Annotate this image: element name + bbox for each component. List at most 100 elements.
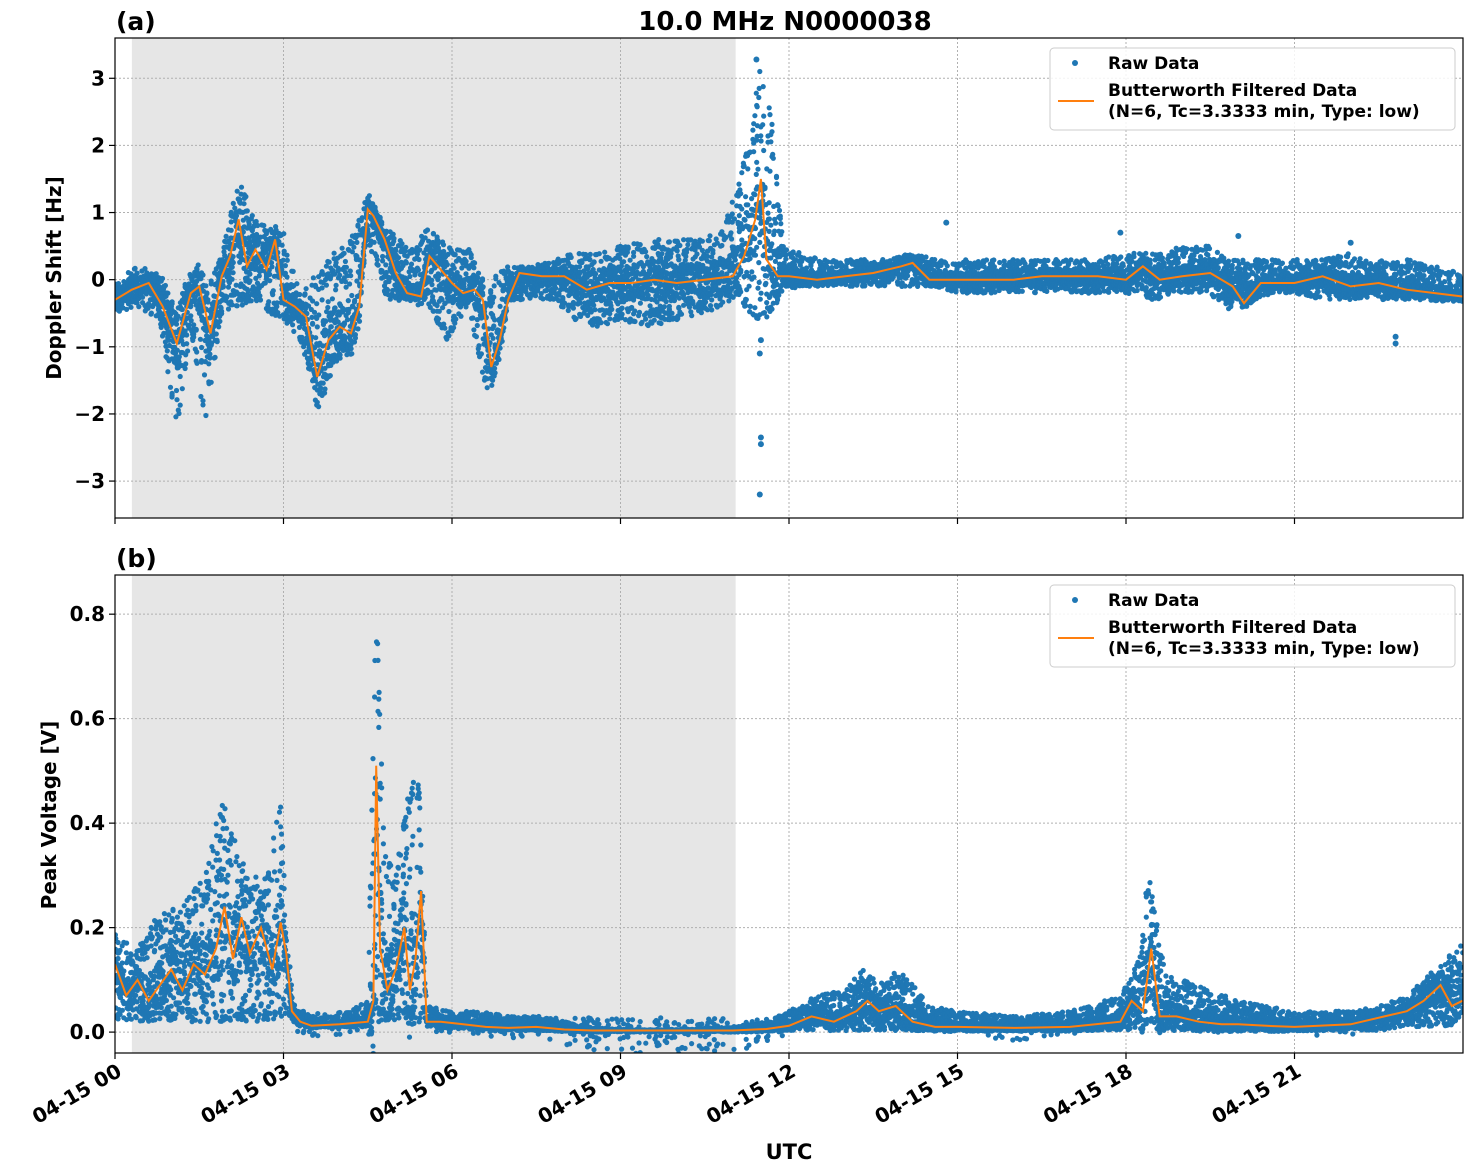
raw-data-point (783, 247, 790, 253)
raw-data-point (553, 285, 559, 291)
raw-data-point (732, 257, 738, 263)
raw-data-point (197, 336, 203, 342)
raw-data-point (408, 261, 415, 267)
raw-data-point (337, 272, 343, 278)
raw-data-point (743, 194, 749, 200)
raw-data-point (203, 412, 209, 419)
raw-data-point (768, 139, 774, 145)
raw-data-point (492, 317, 498, 323)
raw-data-point (491, 294, 497, 300)
raw-data-point (770, 155, 776, 161)
raw-data-point (228, 209, 234, 215)
raw-data-point (777, 215, 783, 222)
raw-data-point (243, 194, 249, 200)
raw-data-point (761, 147, 767, 154)
raw-data-point (301, 321, 307, 327)
raw-data-point (803, 265, 810, 271)
raw-data-point (229, 276, 235, 282)
raw-data-point (473, 334, 479, 340)
raw-data-point (479, 277, 486, 283)
raw-data-point (247, 278, 253, 284)
raw-data-point (435, 316, 442, 322)
raw-data-point (643, 316, 649, 322)
raw-data-point (268, 260, 275, 266)
raw-data-point (366, 193, 372, 199)
raw-data-point (320, 380, 326, 386)
raw-data-point (263, 249, 269, 255)
raw-data-point (356, 318, 363, 324)
raw-data-point (395, 255, 402, 261)
raw-data-point (249, 213, 255, 219)
raw-data-point (743, 297, 749, 303)
raw-data-point (341, 250, 347, 256)
raw-data-point (124, 306, 130, 312)
raw-data-point (446, 333, 452, 339)
raw-data-point (175, 313, 181, 319)
raw-data-point (316, 404, 322, 410)
raw-data-point (758, 133, 764, 139)
raw-data-point (747, 255, 753, 262)
raw-data-point (284, 252, 290, 258)
raw-data-point (242, 235, 248, 241)
raw-data-point (167, 384, 174, 390)
raw-data-point (195, 262, 201, 268)
raw-data-point (132, 265, 138, 271)
raw-data-point (313, 335, 319, 341)
raw-data-point (774, 181, 780, 187)
raw-data-point (492, 370, 498, 376)
raw-data-point (200, 272, 206, 278)
raw-data-point (230, 270, 236, 276)
raw-data-point (738, 191, 744, 197)
raw-data-point (375, 262, 381, 268)
raw-data-point (310, 320, 316, 326)
raw-data-point (766, 228, 772, 234)
raw-data-point (207, 351, 213, 357)
raw-data-point (756, 260, 762, 266)
raw-data-point (666, 239, 673, 245)
raw-data-point (729, 199, 735, 205)
raw-data-point (644, 254, 650, 260)
raw-data-point (592, 307, 598, 313)
raw-data-point (274, 300, 280, 306)
raw-data-point (752, 236, 758, 242)
raw-data-point (755, 285, 761, 291)
raw-data-point (752, 252, 759, 258)
raw-data-point (278, 262, 284, 268)
raw-data-point (342, 258, 348, 265)
raw-data-point (766, 216, 773, 222)
raw-data-point (253, 218, 259, 225)
raw-data-point (540, 296, 546, 302)
raw-data-point (519, 296, 525, 302)
raw-data-point (280, 257, 286, 263)
raw-data-point (276, 239, 282, 245)
raw-data-point (136, 304, 142, 310)
raw-data-point (331, 250, 337, 256)
raw-data-point (328, 324, 334, 330)
raw-data-point (416, 256, 422, 263)
raw-data-point (568, 254, 574, 260)
raw-data-point (220, 284, 226, 290)
raw-data-point (182, 328, 188, 334)
raw-data-point (327, 373, 333, 379)
raw-data-point (290, 322, 296, 328)
raw-data-point (403, 260, 409, 266)
raw-data-point (489, 382, 495, 388)
raw-data-point (296, 324, 303, 330)
raw-data-point (153, 271, 159, 277)
raw-data-point (497, 303, 503, 309)
raw-data-point (173, 414, 179, 420)
raw-data-point (208, 379, 214, 385)
raw-data-point (184, 341, 190, 347)
raw-data-point (312, 345, 318, 351)
raw-data-point (769, 129, 775, 135)
raw-data-point (169, 390, 175, 396)
raw-data-point (745, 166, 751, 172)
raw-data-point (573, 316, 579, 322)
raw-data-point (745, 202, 751, 208)
raw-data-point (257, 297, 264, 303)
raw-data-point (349, 351, 355, 357)
raw-data-point (182, 365, 188, 372)
raw-data-point (128, 304, 134, 310)
raw-data-point (763, 280, 769, 286)
